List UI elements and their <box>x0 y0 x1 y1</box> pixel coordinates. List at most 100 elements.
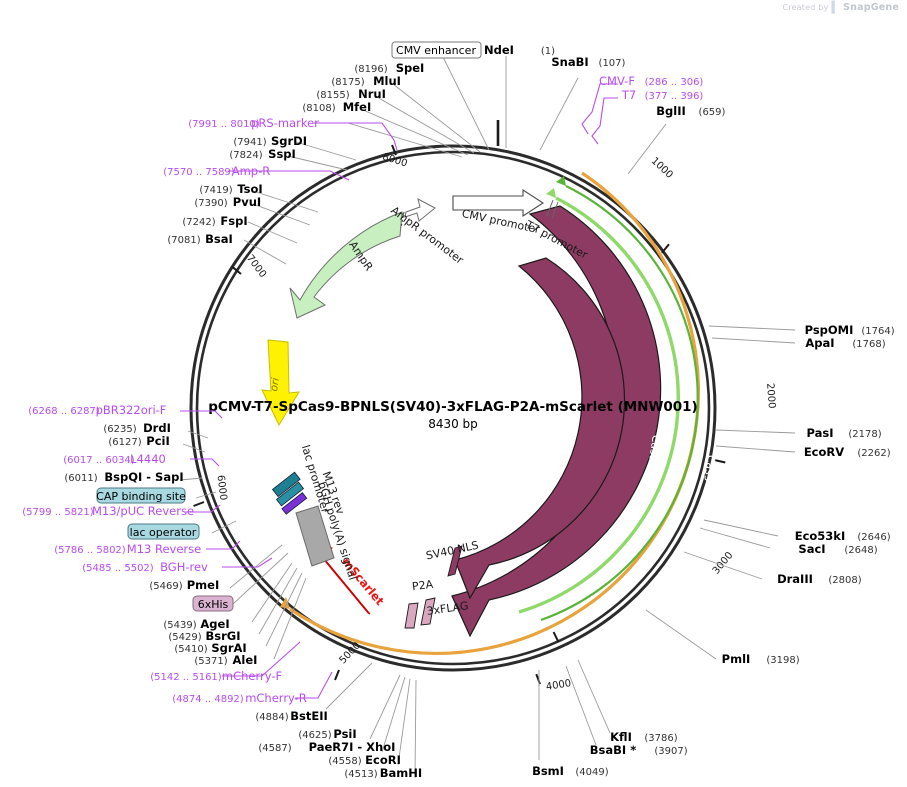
label-group-right: PspOMI (1764) ApaI (1768) PasI (2178) Ec… <box>722 323 895 666</box>
label-pasi[interactable]: PasI (2178) <box>806 426 881 440</box>
label-primer-m13-puc-reverse[interactable]: (5799 .. 5821) M13/pUC Reverse <box>22 504 194 518</box>
label-alei[interactable]: (5371) AleI <box>194 653 257 667</box>
label-pmei[interactable]: (5469) PmeI <box>149 578 219 592</box>
label-primer-pbr322ori-f[interactable]: (6268 .. 6287) pBR322ori-F <box>28 403 166 417</box>
label-saci[interactable]: SacI (2648) <box>798 542 877 556</box>
green-track-arc-2 <box>518 196 680 614</box>
label-cap-binding-site[interactable]: CAP binding site <box>96 487 186 504</box>
lac-promoter-box-1 <box>271 471 301 498</box>
label-sgrdi[interactable]: (7941) SgrDI <box>233 134 307 148</box>
enzyme-name-nrui: NruI <box>358 87 386 101</box>
label-apai[interactable]: ApaI (1768) <box>805 336 885 350</box>
label-bsrgi[interactable]: (5429) BsrGI <box>168 629 240 643</box>
enzyme-pos-pasi: (2178) <box>848 429 881 440</box>
primer-range-pbr322ori-f: (6268 .. 6287) <box>28 406 100 417</box>
3xflag-label: 3xFLAG <box>426 599 469 618</box>
label-primer-mcherry-f[interactable]: (5142 .. 5161) mCherry-F <box>150 669 282 683</box>
enzyme-pos-draiii: (2808) <box>828 575 861 586</box>
label-bamhi[interactable]: (4513) BamHI <box>344 766 422 780</box>
label-eco53ki[interactable]: Eco53kI (2646) <box>795 529 891 543</box>
enzyme-pos-alei: (5371) <box>194 656 227 667</box>
plasmid-backbone <box>189 144 717 672</box>
ori-label: ori <box>268 377 282 392</box>
label-pcii[interactable]: (6127) PciI <box>108 434 169 448</box>
label-bsmi[interactable]: BsmI (4049) <box>532 764 609 778</box>
enzyme-pos-bsmi: (4049) <box>575 767 608 778</box>
cas9-feature-group: Cas9 Cas9 <box>451 205 718 638</box>
label-primer-l4440[interactable]: (6017 .. 6034) L4440 <box>63 452 166 466</box>
label-draiii[interactable]: DraIII (2808) <box>777 572 862 586</box>
label-sspi[interactable]: (7824) SspI <box>229 147 295 161</box>
primer-range-prs-marker: (7991 .. 8010) <box>188 119 260 130</box>
primer-range-l4440: (6017 .. 6034) <box>63 455 135 466</box>
primer-range-mcherry-f: (5142 .. 5161) <box>150 672 222 683</box>
label-primer-mcherry-r[interactable]: (4874 .. 4892) mCherry-R <box>172 691 307 705</box>
label-bspqi-sapi[interactable]: (6011) BspQI - SapI <box>64 470 183 484</box>
label-psii[interactable]: (4625) PsiI <box>298 727 356 741</box>
label-primer-t7[interactable]: T7 (377 .. 396) <box>621 88 704 102</box>
enzyme-pos-bglii: (659) <box>699 107 726 118</box>
primer-range-cmv-f: (286 .. 306) <box>645 77 704 88</box>
orange-track-arrowhead <box>280 597 290 609</box>
enzyme-name-bsabi: BsaBI * <box>590 743 636 757</box>
label-primer-amp-r[interactable]: (7570 .. 7589) Amp-R <box>163 164 270 178</box>
enzyme-pos-kfli: (3786) <box>644 733 677 744</box>
label-6xhis[interactable]: 6xHis <box>192 595 234 612</box>
label-drdi[interactable]: (6235) DrdI <box>103 421 171 435</box>
label-ndei[interactable]: NdeI (1) <box>484 43 555 57</box>
label-primer-prs-marker[interactable]: (7991 .. 8010) pRS-marker <box>188 116 319 130</box>
label-sgrai[interactable]: (5410) SgrAI <box>174 641 246 655</box>
label-pspomi[interactable]: PspOMI (1764) <box>805 323 895 337</box>
ampr-arrow <box>289 211 403 319</box>
label-fspi[interactable]: (7242) FspI <box>182 214 247 228</box>
label-bsabi[interactable]: BsaBI * (3907) <box>590 743 688 757</box>
label-bstell[interactable]: (4884) BstEII <box>255 709 327 723</box>
label-primer-bgh-rev[interactable]: (5485 .. 5502) BGH-rev <box>82 560 208 574</box>
label-mfei[interactable]: (8108) MfeI <box>302 100 371 114</box>
primer-range-t7: (377 .. 396) <box>645 91 704 102</box>
label-pvui[interactable]: (7390) PvuI <box>194 195 261 209</box>
enzyme-name-pmei: PmeI <box>187 578 220 592</box>
enzyme-pos-drdi: (6235) <box>103 424 136 435</box>
enzyme-pos-ecori: (4558) <box>328 756 361 767</box>
label-paer7i-xhoi[interactable]: (4587) PaeR7I - XhoI <box>258 740 395 754</box>
primer-name-mcherry-r: mCherry-R <box>245 691 307 705</box>
enzyme-name-saci: SacI <box>798 542 825 556</box>
label-ecorv[interactable]: EcoRV (2262) <box>804 445 891 459</box>
enzyme-name-ndei: NdeI <box>484 43 514 57</box>
p2a-label: P2A <box>411 578 434 594</box>
tick-label-6000: 6000 <box>214 474 228 501</box>
label-snabi[interactable]: SnaBI (107) <box>551 55 625 69</box>
p2a-marker <box>404 602 419 629</box>
label-cmv-enhancer[interactable]: CMV enhancer <box>391 41 482 59</box>
label-lac-operator[interactable]: lac operator <box>127 523 200 540</box>
label-tsoi[interactable]: (7419) TsoI <box>199 182 262 196</box>
enzyme-pos-apai: (1768) <box>852 339 885 350</box>
label-primer-m13-reverse[interactable]: (5786 .. 5802) M13 Reverse <box>54 542 201 556</box>
label-mlui[interactable]: (8175) MluI <box>331 74 401 88</box>
label-primer-cmv-f[interactable]: CMV-F (286 .. 306) <box>599 74 703 88</box>
label-pmli[interactable]: PmlI (3198) <box>722 652 800 666</box>
label-spei[interactable]: (8196) SpeI <box>354 61 424 75</box>
label-kfli[interactable]: KflI (3786) <box>610 730 678 744</box>
enzyme-pos-snabi: (107) <box>599 58 626 69</box>
enzyme-name-bstell: BstEII <box>290 709 328 723</box>
label-ecori[interactable]: (4558) EcoRI <box>328 753 400 767</box>
label-bsai[interactable]: (7081) BsaI <box>167 232 232 246</box>
label-bglii[interactable]: BglII (659) <box>656 104 725 118</box>
plasmid-size: 8430 bp <box>428 417 478 431</box>
enzyme-name-alei: AleI <box>233 653 258 667</box>
enzyme-pos-ecorv: (2262) <box>857 448 890 459</box>
primer-range-mcherry-r: (4874 .. 4892) <box>172 694 244 705</box>
enzyme-name-pspomi: PspOMI <box>805 323 854 337</box>
enzyme-name-mfei: MfeI <box>343 100 372 114</box>
label-nrui[interactable]: (8155) NruI <box>316 87 386 101</box>
enzyme-pos-mlui: (8175) <box>331 77 364 88</box>
enzyme-name-apai: ApaI <box>805 336 834 350</box>
label-agei[interactable]: (5439) AgeI <box>163 617 229 631</box>
enzyme-name-pcii: PciI <box>146 434 169 448</box>
primer-range-amp-r: (7570 .. 7589) <box>163 167 235 178</box>
primer-name-t7: T7 <box>621 88 636 102</box>
